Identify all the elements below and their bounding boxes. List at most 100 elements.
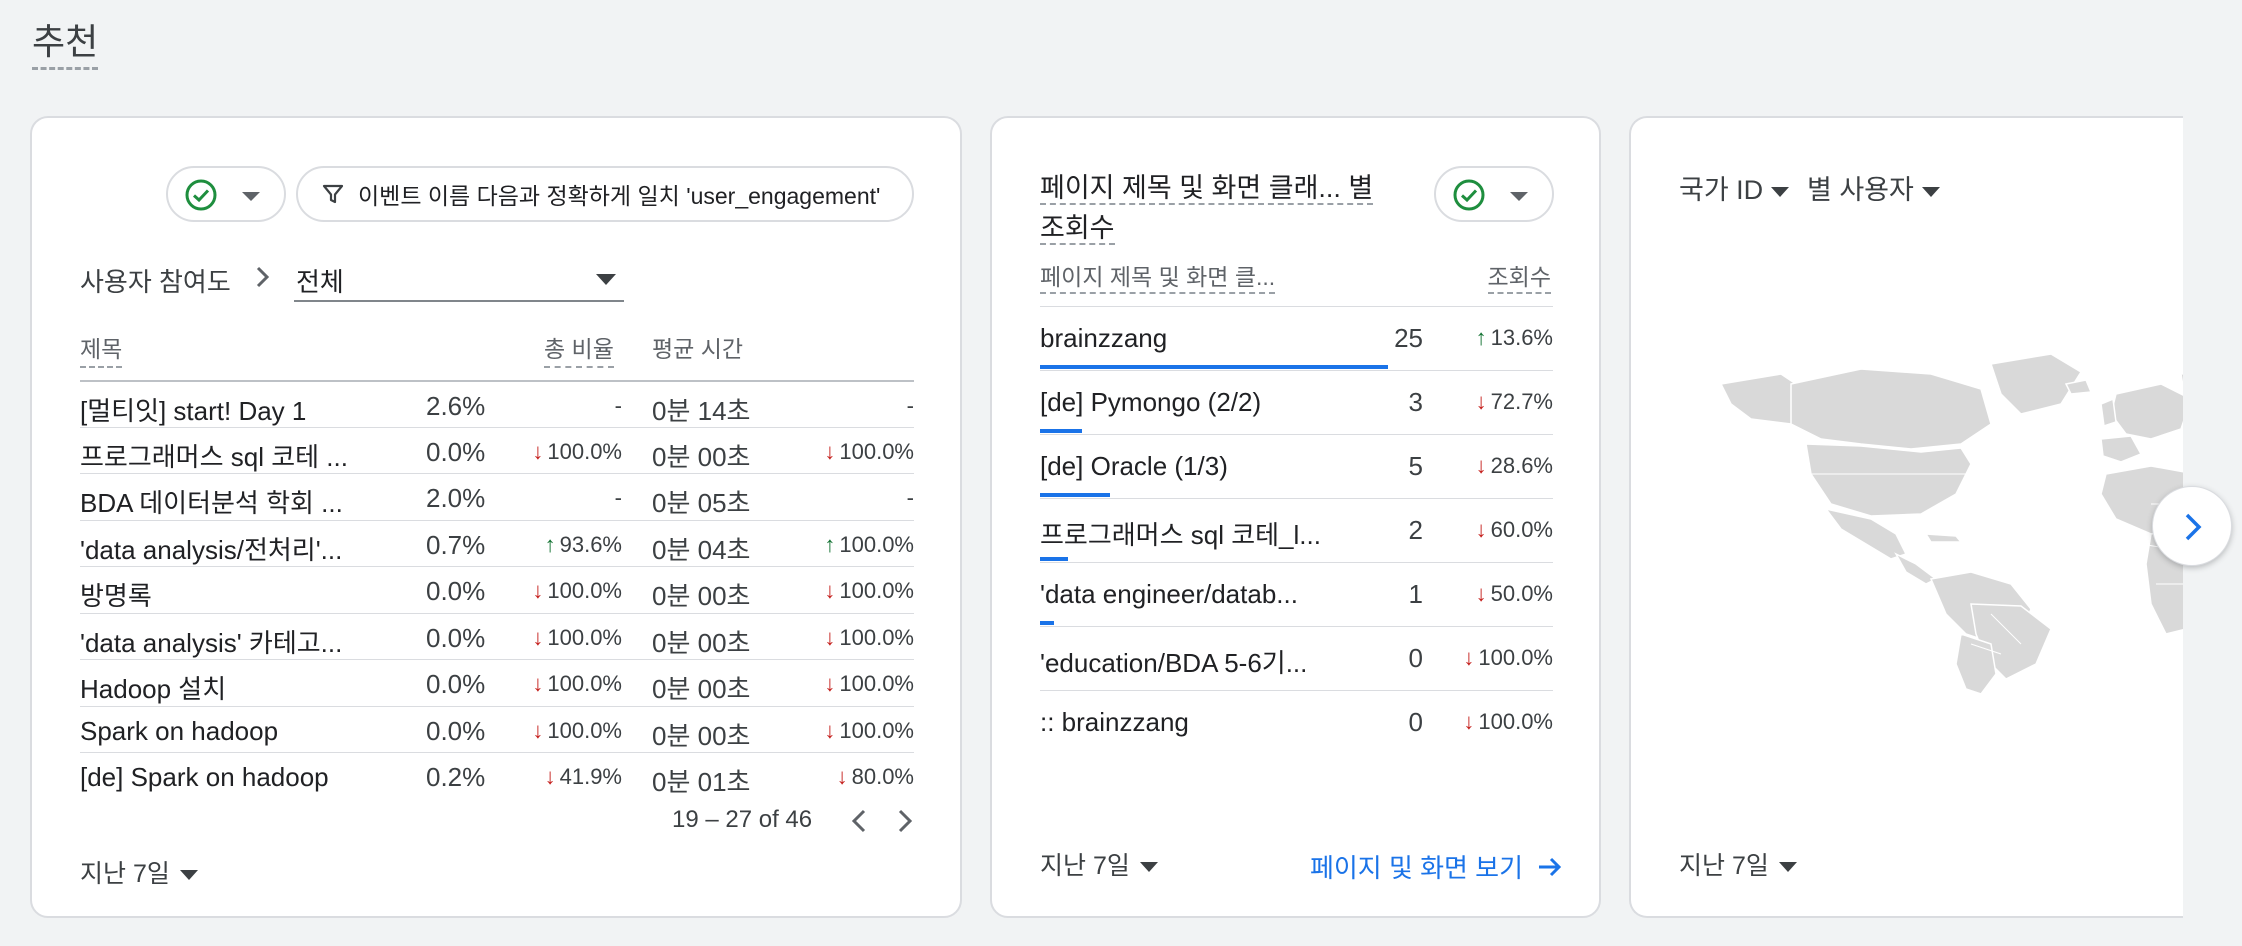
row-title: Spark on hadoop (80, 715, 279, 746)
date-range-dropdown[interactable]: 지난 7일 (1040, 846, 1158, 882)
change-arrow-icon: ↓ (1463, 709, 1475, 734)
row-change: ↓ 41.9% (545, 764, 622, 790)
change-arrow-icon: ↓ (836, 764, 848, 789)
change-value: 72.7% (1490, 389, 1553, 414)
row-time: 0분 05초 (652, 488, 751, 518)
table-row[interactable]: [de] Pymongo (2/2) 3 ↓ 72.7% (1040, 370, 1553, 434)
table-row[interactable]: 'data engineer/datab... 1 ↓ 50.0% (1040, 562, 1553, 626)
row-title: 방명록 (80, 581, 152, 611)
change-value: - (906, 485, 914, 510)
change-value: 100.0% (839, 717, 914, 743)
date-range-label: 지난 7일 (80, 860, 170, 888)
date-range-dropdown[interactable]: 지난 7일 (1679, 846, 1797, 882)
change-value: 100.0% (547, 578, 622, 603)
row-change: ↑ 93.6% (545, 532, 622, 558)
breadcrumb-label: 사용자 참여도 (80, 267, 231, 297)
caret-down-icon (179, 870, 198, 881)
row-views: 25 (1394, 323, 1423, 353)
header-title: 제목 (80, 330, 123, 368)
chevron-right-icon (2185, 513, 2202, 541)
filter-chip[interactable]: 이벤트 이름 다음과 정확하게 일치 'user_engagement' (296, 166, 914, 222)
table-row[interactable]: [멀티잇] start! Day 1 2.6% - 0분 14초 - (80, 380, 914, 427)
row-time-change: ↓ 100.0% (824, 578, 914, 604)
row-name: 프로그래머스 sql 코테_l... (1040, 520, 1321, 550)
row-views: 5 (1408, 451, 1423, 481)
row-share: 0.0% (426, 715, 486, 746)
table-row[interactable]: 프로그래머스 sql 코테_l... 2 ↓ 60.0% (1040, 498, 1553, 562)
table-row[interactable]: 'data analysis/전처리'... 0.7% ↑ 93.6% 0분 04초 ↑ 1… (80, 519, 914, 567)
change-value: 100.0% (839, 438, 914, 464)
table-row[interactable]: 'data analysis' 카테고... 0.0% ↓ 100.0% 0분 00초 ↓… (80, 612, 914, 660)
filter-chip-label: 이벤트 이름 다음과 정확하게 일치 'user_engagement' (358, 183, 881, 209)
row-name: 'education/BDA 5-6기... (1040, 648, 1308, 678)
row-time-change: ↑ 100.0% (824, 532, 914, 558)
row-time-change: ↓ 100.0% (824, 718, 914, 744)
header-share: 총 비율 (544, 330, 614, 368)
table-row[interactable]: Hadoop 설치 0.0% ↓ 100.0% 0분 00초 ↓ 100.0% (80, 659, 914, 706)
table-row[interactable]: 'education/BDA 5-6기... 0 ↓ 100.0% (1040, 626, 1553, 690)
row-title: [de] Spark on hadoop (80, 762, 329, 792)
row-time: 0분 00초 (652, 720, 751, 751)
row-change: ↓ 100.0% (1463, 645, 1553, 671)
row-time-change: ↓ 100.0% (824, 671, 914, 697)
table-row[interactable]: brainzzang 25 ↑ 13.6% (1040, 306, 1553, 370)
page-views-card: 페이지 제목 및 화면 클래... 별 조회수 페이지 제목 및 화면 클...… (990, 116, 1601, 918)
change-value: 100.0% (1478, 645, 1553, 670)
change-value: 60.0% (1490, 517, 1553, 542)
row-share: 0.7% (426, 529, 486, 560)
views-bar (1040, 621, 1054, 625)
change-value: 100.0% (547, 717, 622, 743)
row-time-change: ↓ 100.0% (824, 439, 914, 465)
change-arrow-icon: ↓ (1475, 517, 1487, 542)
change-value: 93.6% (559, 531, 622, 557)
table-row[interactable]: Spark on hadoop 0.0% ↓ 100.0% 0분 00초 ↓ 100.0% (80, 705, 914, 753)
next-card-button[interactable] (2152, 486, 2232, 566)
row-time-change: - (907, 393, 914, 419)
table-row[interactable]: 프로그래머스 sql 코테 ... 0.0% ↓ 100.0% 0분 00초 ↓ 100.0… (80, 426, 914, 474)
view-pages-link[interactable]: 페이지 및 화면 보기 (1310, 848, 1563, 885)
row-name: [de] Pymongo (2/2) (1040, 387, 1262, 417)
row-name: 'data engineer/datab... (1040, 579, 1298, 609)
dimension-dropdown[interactable]: 국가 ID (1679, 168, 1790, 207)
row-views: 0 (1408, 707, 1423, 737)
change-value: - (906, 393, 914, 418)
change-arrow-icon: ↑ (544, 531, 556, 557)
row-name: brainzzang (1040, 323, 1168, 353)
change-arrow-icon: ↓ (544, 764, 556, 789)
engagement-select[interactable]: 전체 (294, 254, 624, 302)
row-time: 0분 00초 (652, 441, 751, 472)
check-circle-icon (185, 179, 217, 211)
row-time: 0분 14초 (652, 396, 751, 426)
chevron-right-icon[interactable] (894, 806, 916, 836)
row-share: 2.6% (426, 391, 486, 421)
row-change: ↓ 60.0% (1476, 517, 1553, 543)
date-range-dropdown[interactable]: 지난 7일 (80, 854, 198, 890)
date-range-label: 지난 7일 (1679, 852, 1769, 880)
table-row[interactable]: [de] Oracle (1/3) 5 ↓ 28.6% (1040, 434, 1553, 498)
row-change: ↓ 100.0% (532, 718, 622, 744)
table-row[interactable]: :: brainzzang 0 ↓ 100.0% (1040, 690, 1553, 754)
comparison-chip[interactable] (166, 166, 286, 222)
row-time-change: ↓ 100.0% (824, 625, 914, 651)
row-time-change: - (907, 485, 914, 511)
row-title: 프로그래머스 sql 코테 ... (80, 441, 348, 472)
change-arrow-icon: ↓ (824, 624, 836, 650)
chevron-left-icon[interactable] (848, 806, 870, 836)
header-avg-time: 평균 시간 (652, 336, 744, 362)
row-change: - (615, 485, 622, 511)
change-arrow-icon: ↓ (532, 717, 544, 743)
engagement-card: 이벤트 이름 다음과 정확하게 일치 'user_engagement' 사용자… (30, 116, 962, 918)
table-row[interactable]: BDA 데이터분석 학회 ... 2.0% - 0분 05초 - (80, 473, 914, 520)
chevron-right-icon (256, 266, 270, 288)
row-name: :: brainzzang (1040, 707, 1189, 737)
change-arrow-icon: ↓ (1475, 581, 1487, 606)
change-value: 100.0% (839, 624, 914, 650)
change-arrow-icon: ↓ (1475, 389, 1487, 414)
metric-dropdown[interactable]: 별 사용자 (1807, 168, 1940, 207)
change-value: 13.6% (1490, 325, 1553, 350)
row-views: 3 (1408, 387, 1423, 417)
comparison-chip[interactable] (1434, 166, 1554, 222)
world-map (1721, 353, 2183, 694)
table-row[interactable]: 방명록 0.0% ↓ 100.0% 0분 00초 ↓ 100.0% (80, 566, 914, 613)
table-row[interactable]: [de] Spark on hadoop 0.2% ↓ 41.9% 0분 01초 ↓ 80.… (80, 752, 914, 799)
